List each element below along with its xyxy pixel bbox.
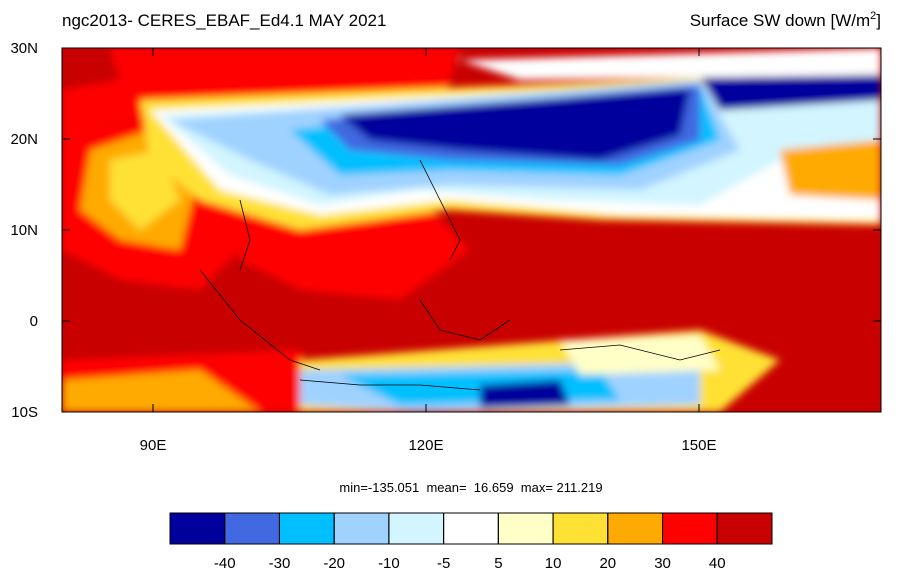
colorbar-box bbox=[443, 512, 499, 545]
colorbar-box bbox=[716, 512, 773, 545]
y-tick-label: 0 bbox=[30, 313, 38, 330]
colorbar-box bbox=[278, 512, 335, 545]
coastlines bbox=[199, 159, 721, 391]
colorbar-box bbox=[662, 512, 718, 545]
colorbar-box bbox=[552, 512, 609, 545]
title-right: Surface SW down [W/m2] bbox=[690, 10, 881, 30]
title-right-sup: 2 bbox=[870, 10, 876, 22]
x-tick-label: 90E bbox=[140, 437, 167, 454]
colorbar-label: 30 bbox=[654, 555, 671, 572]
y-tick-label: 10N bbox=[10, 222, 38, 239]
x-tick-label: 150E bbox=[681, 437, 716, 454]
y-tick-label: 20N bbox=[10, 131, 38, 148]
colorbar-label: 20 bbox=[599, 555, 616, 572]
colorbar-box bbox=[388, 512, 445, 545]
title-right-end: ] bbox=[876, 11, 881, 30]
y-tick-label: 30N bbox=[10, 40, 38, 57]
colorbar-label: -30 bbox=[269, 555, 291, 572]
colorbar-label: 5 bbox=[494, 555, 502, 572]
colorbar-label: -20 bbox=[323, 555, 345, 572]
y-tick-label: 10S bbox=[11, 404, 38, 421]
colorbar-label: 10 bbox=[545, 555, 562, 572]
colorbar-box bbox=[224, 512, 280, 545]
colorbar-label: -40 bbox=[214, 555, 236, 572]
title-right-text: Surface SW down [W/m bbox=[690, 11, 870, 30]
colorbar-box bbox=[607, 512, 664, 545]
colorbar-box bbox=[497, 512, 554, 545]
title-left: ngc2013- CERES_EBAF_Ed4.1 MAY 2021 bbox=[62, 11, 386, 30]
colorbar-label: 40 bbox=[709, 555, 726, 572]
stats: min=-135.051 mean= 16.659 max= 211.219 bbox=[339, 480, 602, 495]
colorbar-box bbox=[169, 512, 226, 545]
map-field bbox=[62, 48, 881, 412]
colorbar-label: -10 bbox=[378, 555, 400, 572]
colorbar-label: -5 bbox=[437, 555, 450, 572]
x-tick-label: 120E bbox=[408, 437, 443, 454]
colorbar-box bbox=[333, 512, 390, 545]
